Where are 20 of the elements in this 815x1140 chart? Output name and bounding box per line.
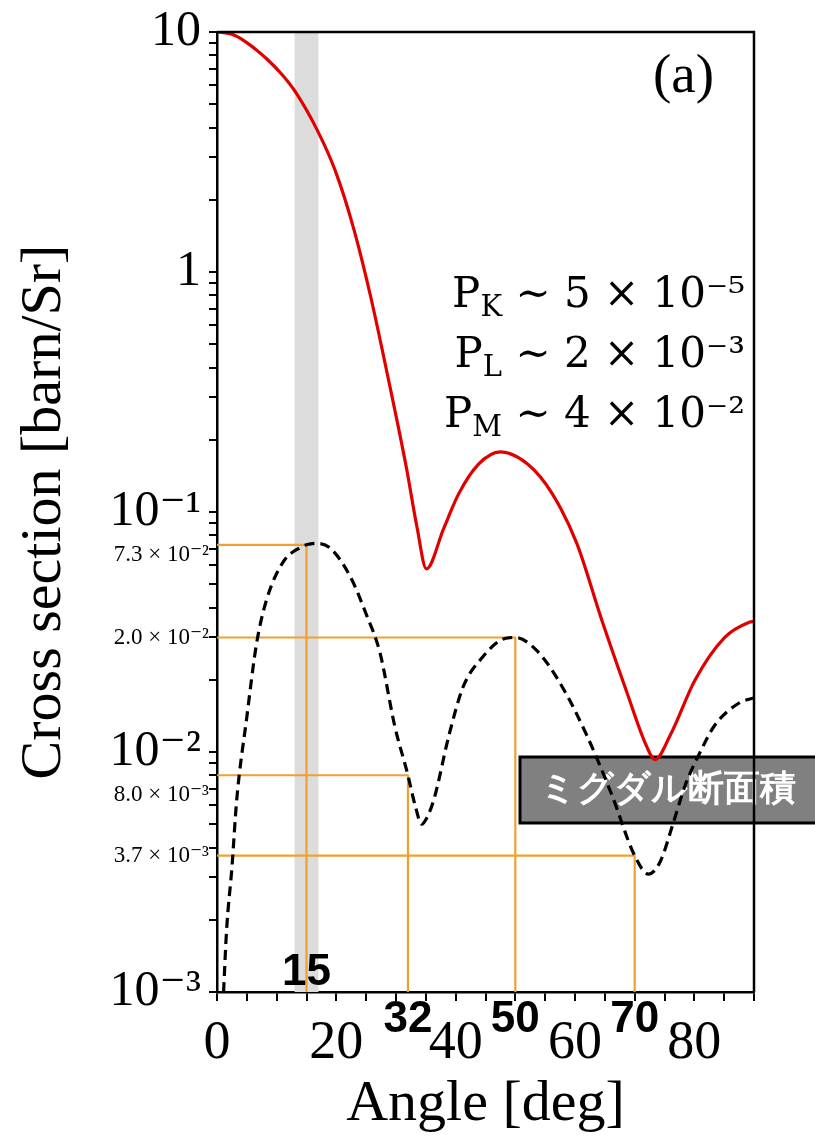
annotation: (a): [652, 43, 714, 104]
line-series: [217, 32, 754, 762]
y-tick-label: 10⁻¹: [109, 480, 201, 537]
x-tick-label: 0: [203, 1009, 231, 1070]
annotation: 50: [490, 992, 540, 1042]
annotation: 8.0 × 10⁻³: [113, 781, 210, 807]
annotation: 32: [383, 992, 433, 1042]
y-tick-label: 10⁻³: [109, 960, 201, 1017]
x-tick-label: 20: [309, 1009, 364, 1070]
x-axis-title: Angle [deg]: [346, 1068, 625, 1134]
annotation: 7.3 × 10⁻²: [113, 541, 210, 567]
annotation: 2.0 × 10⁻²: [113, 623, 210, 649]
y-tick-label: 10⁻²: [109, 720, 201, 777]
annotation: 70: [610, 992, 660, 1042]
x-tick-label: 80: [667, 1009, 722, 1070]
x-tick-label: 60: [548, 1009, 602, 1070]
annotation: 3.7 × 10⁻³: [113, 841, 210, 867]
y-tick-label: 10: [151, 0, 201, 57]
y-axis-title: Cross section [barn/Sr]: [8, 244, 74, 780]
y-tick-label: 1: [176, 240, 201, 297]
